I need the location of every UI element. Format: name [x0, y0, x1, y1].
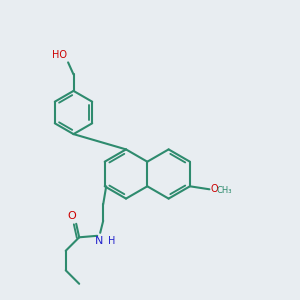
Text: N: N	[94, 236, 103, 246]
Text: CH₃: CH₃	[216, 186, 232, 195]
Text: H: H	[108, 236, 115, 246]
Text: O: O	[67, 212, 76, 221]
Text: O: O	[210, 184, 218, 194]
Text: HO: HO	[52, 50, 67, 60]
